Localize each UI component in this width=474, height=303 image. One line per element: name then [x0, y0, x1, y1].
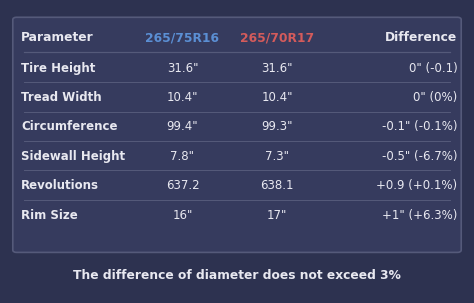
Text: 10.4": 10.4": [167, 91, 198, 104]
Text: 31.6": 31.6": [262, 62, 293, 75]
Text: +0.9 (+0.1%): +0.9 (+0.1%): [376, 179, 457, 192]
Text: 7.8": 7.8": [171, 150, 194, 163]
Text: 0" (0%): 0" (0%): [413, 91, 457, 104]
Text: 265/75R16: 265/75R16: [146, 32, 219, 44]
Text: 17": 17": [267, 209, 287, 221]
Text: Tread Width: Tread Width: [21, 91, 102, 104]
Text: -0.1" (-0.1%): -0.1" (-0.1%): [382, 121, 457, 133]
Text: 0" (-0.1): 0" (-0.1): [409, 62, 457, 75]
Text: The difference of diameter does not exceed 3%: The difference of diameter does not exce…: [73, 269, 401, 282]
Text: 638.1: 638.1: [261, 179, 294, 192]
Text: 265/70R17: 265/70R17: [240, 32, 314, 44]
Text: -0.5" (-6.7%): -0.5" (-6.7%): [382, 150, 457, 163]
Text: 31.6": 31.6": [167, 62, 198, 75]
Text: 16": 16": [173, 209, 192, 221]
Text: Parameter: Parameter: [21, 32, 94, 44]
Text: 7.3": 7.3": [265, 150, 289, 163]
Text: Difference: Difference: [385, 32, 457, 44]
Text: +1" (+6.3%): +1" (+6.3%): [382, 209, 457, 221]
Text: Tire Height: Tire Height: [21, 62, 96, 75]
Text: Sidewall Height: Sidewall Height: [21, 150, 126, 163]
Text: 10.4": 10.4": [262, 91, 293, 104]
Text: 99.4": 99.4": [167, 121, 198, 133]
Text: Rim Size: Rim Size: [21, 209, 78, 221]
Text: 99.3": 99.3": [262, 121, 293, 133]
Text: Circumference: Circumference: [21, 121, 118, 133]
Text: 637.2: 637.2: [166, 179, 199, 192]
Text: Revolutions: Revolutions: [21, 179, 100, 192]
FancyBboxPatch shape: [13, 17, 461, 252]
